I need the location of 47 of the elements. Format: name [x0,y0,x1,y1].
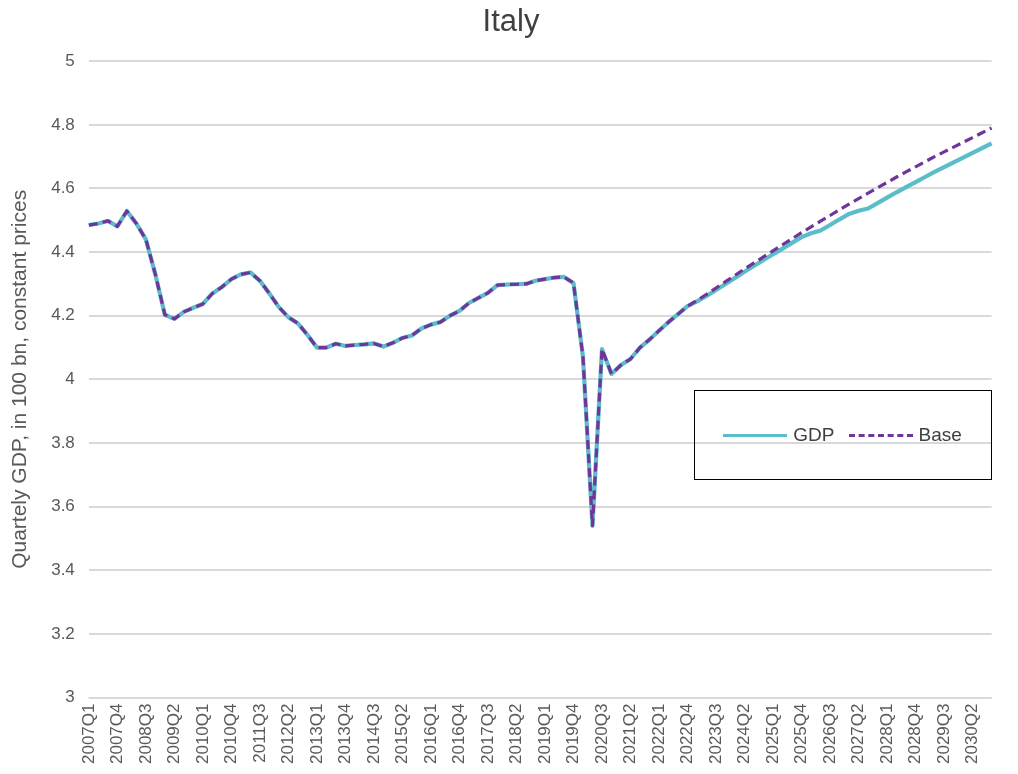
x-tick-label: 2007Q4 [107,703,127,764]
x-tick-label: 2010Q1 [192,703,212,764]
x-tick-label: 2016Q1 [420,703,440,764]
x-tick-label: 2009Q2 [164,703,184,764]
x-tick-label: 2015Q2 [392,703,412,764]
x-tick-label: 2028Q4 [905,703,925,764]
x-tick-label: 2025Q1 [762,703,782,764]
y-tick-label: 4 [65,369,75,389]
x-tick-label: 2010Q4 [221,703,241,764]
x-tick-label: 2022Q4 [677,703,697,764]
y-tick-label: 3 [65,687,75,707]
chart-title: Italy [482,3,540,39]
y-tick-label: 4.8 [51,114,75,134]
x-tick-label: 2024Q2 [734,703,754,764]
y-tick-label: 3.4 [51,559,75,579]
x-tick-label: 2021Q2 [620,703,640,764]
x-tick-label: 2027Q2 [848,703,868,764]
x-tick-label: 2013Q1 [306,703,326,764]
y-tick-label: 4.4 [51,241,75,261]
x-tick-label: 2022Q1 [648,703,668,764]
x-tick-label: 2025Q4 [791,703,811,764]
y-axis-title: Quartely GDP, in 100 bn, constant prices [7,189,31,569]
x-tick-label: 2030Q2 [962,703,982,764]
x-tick-label: 2013Q4 [335,703,355,764]
legend-label: Base [918,424,962,447]
y-tick-label: 4.2 [51,305,75,325]
x-tick-label: 2014Q3 [363,703,383,764]
x-tick-label: 2028Q1 [876,703,896,764]
x-tick-label: 2018Q2 [506,703,526,764]
x-tick-label: 2016Q4 [449,703,469,764]
x-tick-label: 2023Q3 [705,703,725,764]
x-tick-label: 2029Q3 [933,703,953,764]
x-tick-label: 2026Q3 [819,703,839,764]
x-tick-label: 2019Q4 [563,703,583,764]
y-tick-label: 3.2 [51,623,75,643]
x-tick-label: 2017Q3 [477,703,497,764]
x-tick-label: 2007Q1 [78,703,98,764]
x-tick-label: 2011Q3 [249,703,269,763]
x-tick-label: 2012Q2 [278,703,298,764]
y-tick-label: 3.6 [51,496,75,516]
x-tick-label: 2019Q1 [534,703,554,764]
y-tick-label: 5 [65,50,75,70]
x-tick-label: 2008Q3 [135,703,155,764]
y-tick-label: 4.6 [51,178,75,198]
legend-label: GDP [793,424,835,447]
y-tick-label: 3.8 [51,432,75,452]
x-tick-label: 2020Q3 [591,703,611,764]
